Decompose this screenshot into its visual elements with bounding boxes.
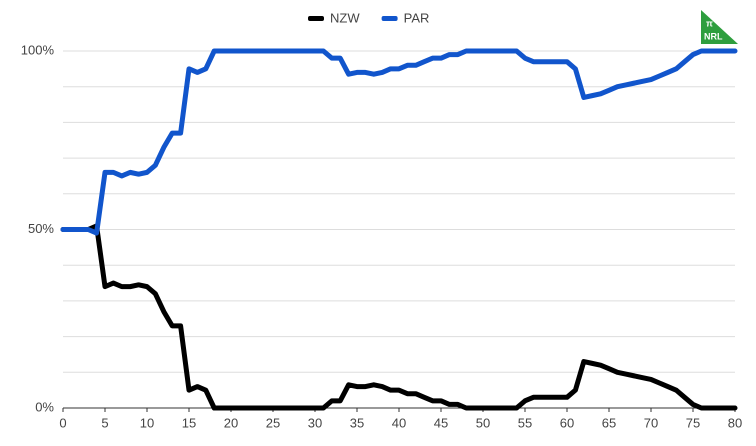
legend-swatch [308,16,324,21]
x-tick-label: 75 [686,415,700,430]
series-line [60,48,738,236]
x-tick-label: 65 [602,415,616,430]
x-tick-label: 25 [266,415,280,430]
legend-swatch [381,16,398,21]
y-tick-label: 100% [21,42,55,57]
x-tick-label: 5 [101,415,108,430]
x-tick-label: 60 [560,415,574,430]
x-tick-label: 30 [308,415,322,430]
x-tick-label: 20 [224,415,238,430]
logo-shape [701,10,738,44]
series-line [60,223,738,411]
y-tick-label: 0% [35,399,54,414]
x-tick-label: 0 [59,415,66,430]
x-tick-label: 70 [644,415,658,430]
legend-label: PAR [404,10,430,25]
legend-label: NZW [330,10,360,25]
x-tick-label: 45 [434,415,448,430]
x-tick-label: 80 [728,415,742,430]
x-tick-label: 55 [518,415,532,430]
logo-symbol: π [706,18,713,28]
y-tick-label: 50% [28,221,54,236]
x-tick-label: 15 [182,415,196,430]
x-tick-label: 40 [392,415,406,430]
x-tick-label: 50 [476,415,490,430]
x-tick-label: 10 [140,415,154,430]
logo-text: NRL [704,31,723,41]
x-tick-label: 35 [350,415,364,430]
